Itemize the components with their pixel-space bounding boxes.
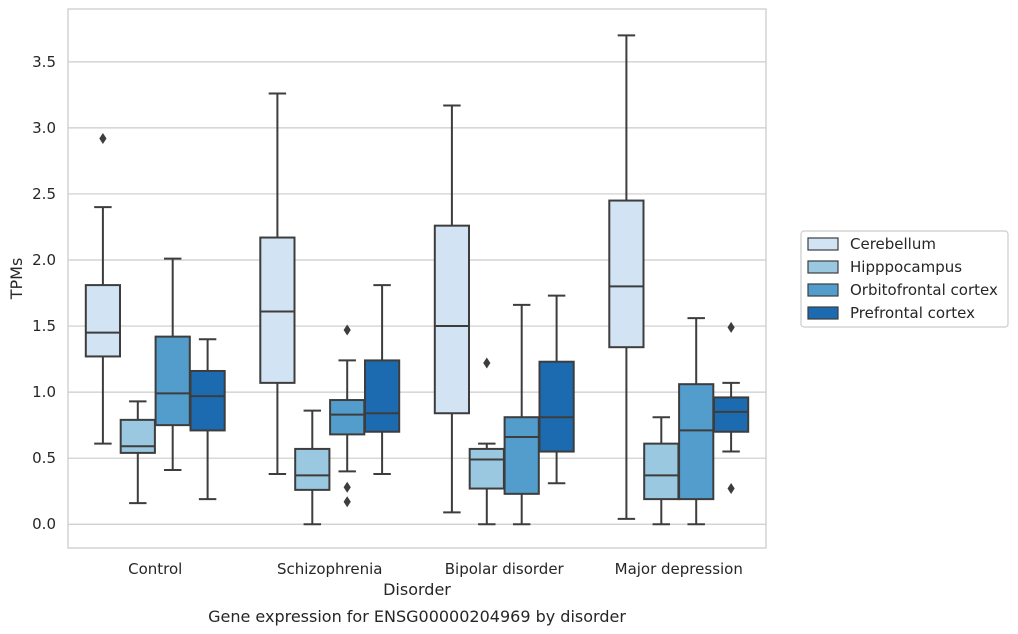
outlier-point xyxy=(483,357,491,369)
chart-caption: Gene expression for ENSG00000204969 by d… xyxy=(208,607,626,626)
y-tick-label: 1.0 xyxy=(32,383,56,401)
y-tick-label: 2.5 xyxy=(32,185,56,203)
outlier-point xyxy=(727,321,735,333)
legend: Cerebellum Hipppocampus Orbitofrontal cort… xyxy=(800,230,1009,328)
legend-swatch xyxy=(807,283,839,297)
y-tick-labels: 0.0 0.5 1.0 1.5 2.0 2.5 3.0 3.5 xyxy=(32,53,56,533)
box-prefrontal-cortex xyxy=(363,284,401,476)
iqr-box xyxy=(294,447,331,491)
legend-frame xyxy=(800,230,1009,328)
iqr-box xyxy=(259,236,296,384)
y-tick-label: 3.0 xyxy=(32,119,56,137)
box-prefrontal-cortex xyxy=(538,294,575,485)
y-tick-label: 1.5 xyxy=(32,317,56,335)
box-orbitofrontal-cortex xyxy=(154,257,191,472)
legend-label: Prefrontal cortex xyxy=(850,304,975,322)
iqr-box xyxy=(433,224,471,415)
legend-swatch xyxy=(807,260,839,274)
box-hipppocampus xyxy=(468,357,505,526)
y-tick-label: 3.5 xyxy=(32,53,56,71)
x-tick-label: Control xyxy=(128,560,182,578)
outlier-point xyxy=(343,496,351,508)
iqr-box xyxy=(119,418,156,454)
legend-swatch xyxy=(807,237,839,251)
box-hipppocampus xyxy=(643,416,680,526)
iqr-box xyxy=(712,396,750,433)
box-orbitofrontal-cortex xyxy=(329,324,366,508)
legend-label: Orbitofrontal cortex xyxy=(850,281,998,299)
y-tick-label: 0.0 xyxy=(32,515,56,533)
box-prefrontal-cortex xyxy=(189,338,226,501)
legend-swatch xyxy=(807,306,839,320)
iqr-box xyxy=(643,442,680,501)
x-tick-labels: Control Schizophrenia Bipolar disorder Majo… xyxy=(128,560,743,578)
outlier-point xyxy=(99,132,107,144)
x-axis-title: Disorder xyxy=(383,580,451,599)
iqr-box xyxy=(678,383,715,501)
iqr-box xyxy=(503,416,540,495)
y-tick-label: 0.5 xyxy=(32,449,56,467)
box-hipppocampus xyxy=(294,409,331,526)
legend-label: Hipppocampus xyxy=(850,258,962,276)
plot-frame xyxy=(67,8,767,549)
x-tick-label: Major depression xyxy=(615,560,743,578)
box-prefrontal-cortex xyxy=(712,321,750,495)
box-cerebellum xyxy=(433,104,471,514)
iqr-box xyxy=(608,199,645,349)
iqr-box xyxy=(84,284,122,358)
iqr-box xyxy=(329,399,366,436)
y-axis-title: TPMs xyxy=(7,258,26,301)
outlier-point xyxy=(343,481,351,493)
outlier-point xyxy=(727,483,735,495)
box-orbitofrontal-cortex xyxy=(503,303,540,526)
iqr-box xyxy=(363,359,401,433)
x-tick-label: Schizophrenia xyxy=(277,560,382,578)
legend-label: Cerebellum xyxy=(850,235,936,253)
box-cerebellum xyxy=(608,34,645,520)
iqr-box xyxy=(154,335,191,427)
box-layer xyxy=(84,34,750,526)
iqr-box xyxy=(538,360,575,453)
box-cerebellum xyxy=(84,132,122,445)
box-orbitofrontal-cortex xyxy=(678,317,715,526)
box-hipppocampus xyxy=(119,400,156,505)
box-cerebellum xyxy=(259,92,296,476)
x-tick-label: Bipolar disorder xyxy=(445,560,565,578)
y-tick-label: 2.0 xyxy=(32,251,56,269)
iqr-box xyxy=(468,447,505,490)
iqr-box xyxy=(189,369,226,432)
outlier-point xyxy=(343,324,351,336)
